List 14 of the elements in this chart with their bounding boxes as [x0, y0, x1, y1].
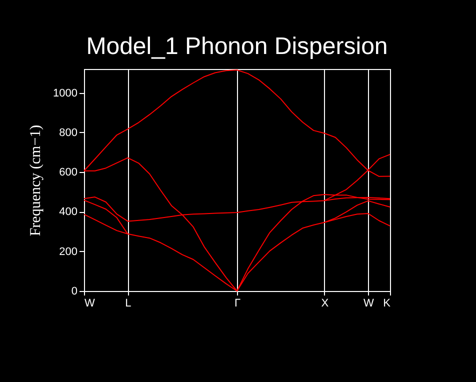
x-tick-label: L: [125, 298, 132, 310]
y-tick-label: 1000: [53, 87, 78, 100]
x-tick-label: K: [383, 298, 392, 310]
y-tick-label: 0: [71, 286, 78, 298]
y-tick-label: 800: [59, 126, 78, 139]
x-tick-label: W: [84, 298, 96, 310]
y-tick-label: 600: [59, 166, 78, 179]
x-tick-label: Γ: [234, 298, 241, 310]
x-tick-label: W: [363, 298, 374, 310]
y-tick-label: 200: [59, 246, 78, 258]
x-tick-label: X: [321, 298, 330, 310]
chart-title: Model_1 Phonon Dispersion: [86, 33, 388, 60]
y-tick-label: 400: [59, 206, 78, 218]
y-axis-title: Frequency (cm−1): [28, 124, 44, 236]
